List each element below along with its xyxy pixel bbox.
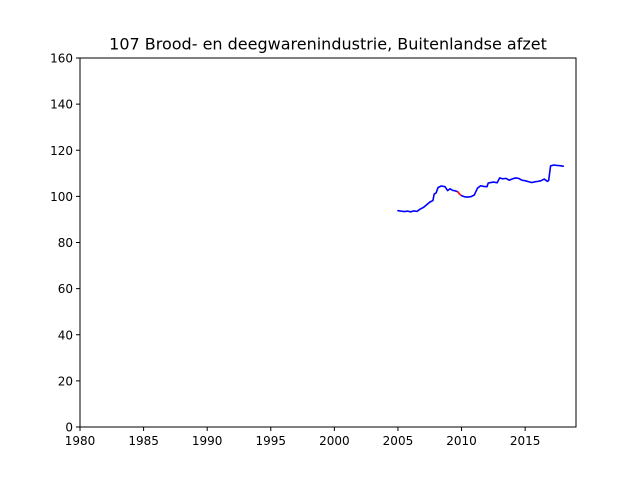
x-tick-label: 2015 — [510, 434, 541, 448]
chart-title: 107 Brood- en deegwarenindustrie, Buiten… — [109, 35, 547, 54]
y-tick-label: 20 — [58, 374, 73, 388]
plot-area: 1980 1985 1990 1995 2000 2005 2010 2015 0 20 40 60 8… — [50, 52, 577, 448]
x-tick-label: 1980 — [65, 434, 96, 448]
x-tick-label: 1985 — [128, 434, 159, 448]
y-tick-label: 100 — [50, 190, 73, 204]
x-tick-label: 2005 — [383, 434, 414, 448]
x-tick-label: 2010 — [446, 434, 477, 448]
series-line-1 — [456, 190, 463, 197]
y-tick-label: 120 — [50, 144, 73, 158]
series-line-2 — [460, 164, 565, 198]
y-tick-label: 60 — [58, 282, 73, 296]
y-tick-label: 80 — [58, 236, 73, 250]
series-line-0 — [397, 185, 459, 213]
y-tick-label: 140 — [50, 98, 73, 112]
x-tick-label: 1990 — [192, 434, 223, 448]
x-tick-label: 1995 — [255, 434, 286, 448]
x-tick-label: 2000 — [319, 434, 350, 448]
y-tick-label: 40 — [58, 328, 73, 342]
y-tick-label: 160 — [50, 52, 73, 66]
y-tick-label: 0 — [65, 421, 73, 435]
